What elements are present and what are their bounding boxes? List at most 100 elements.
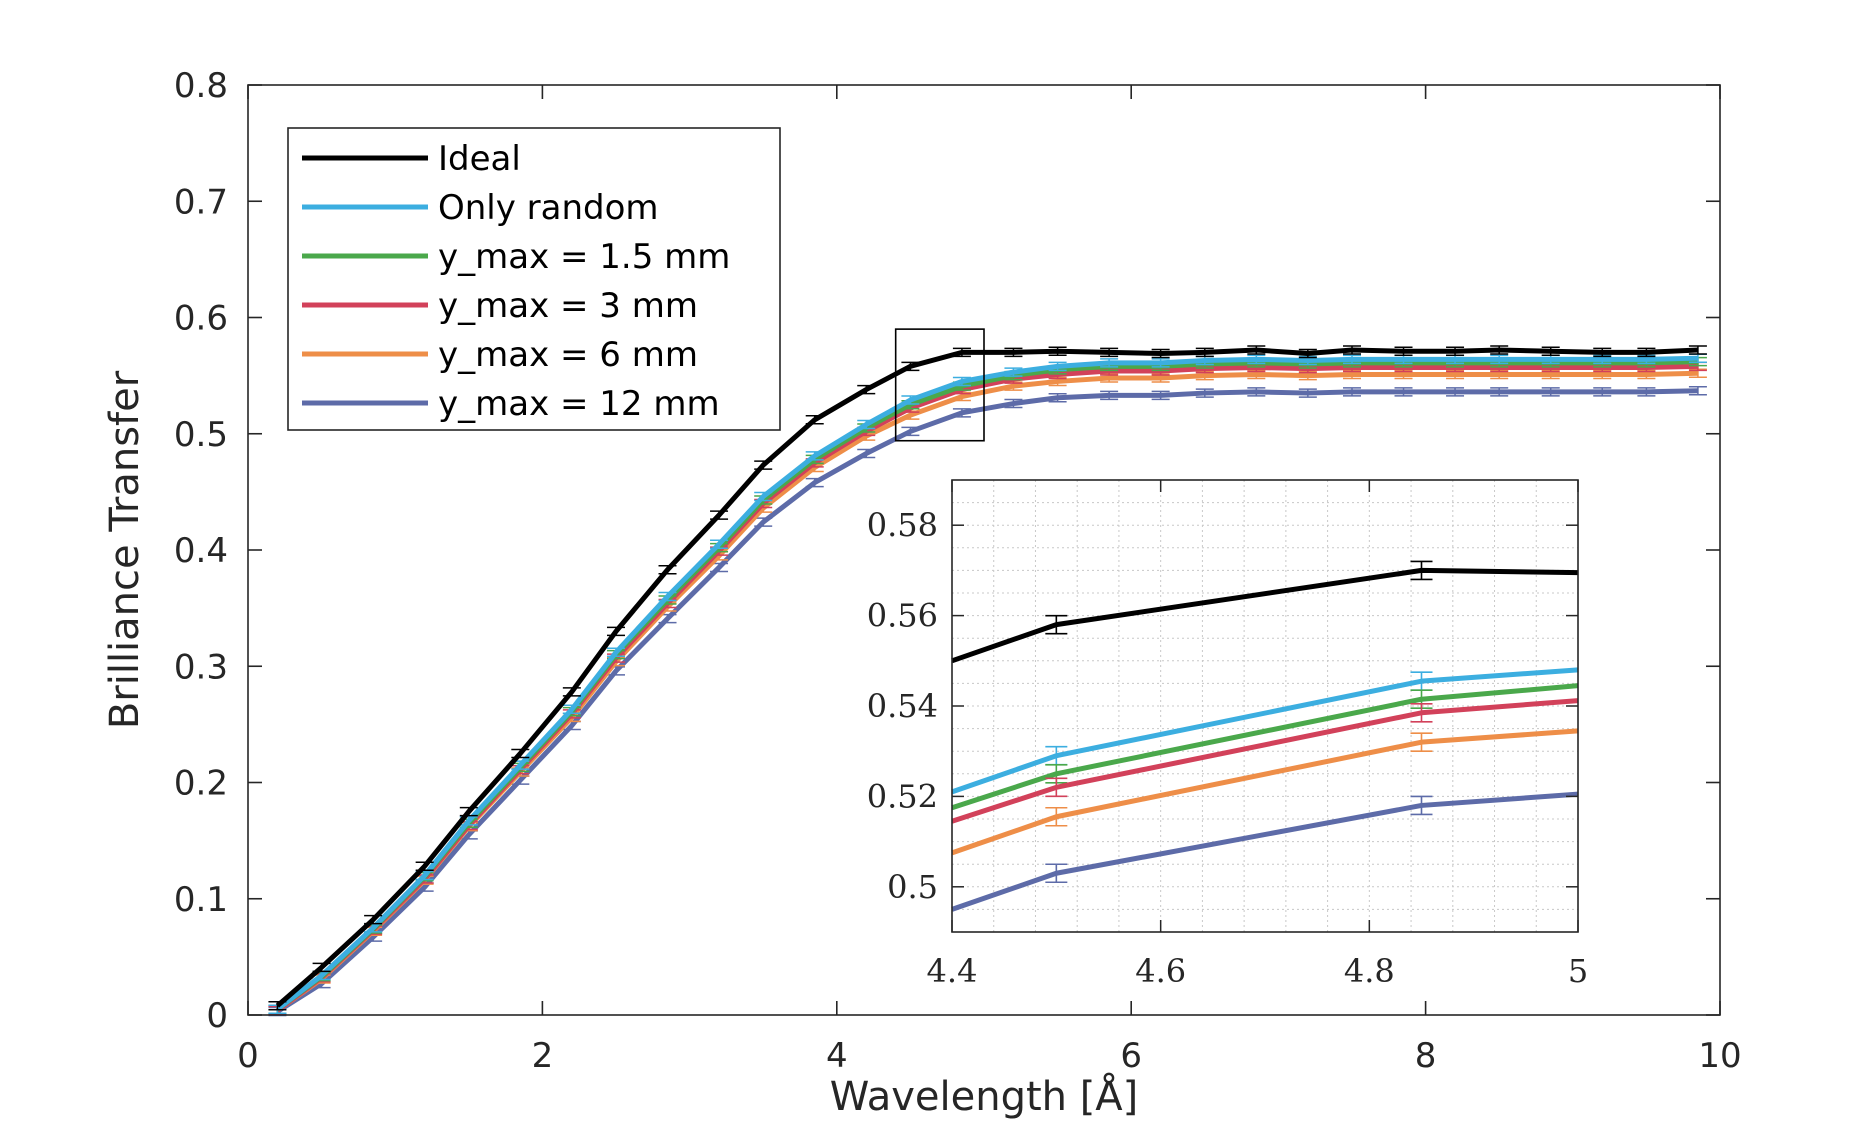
error-bar (1343, 387, 1361, 397)
error-bar (1446, 346, 1465, 356)
error-bar (1151, 348, 1170, 359)
inset-x-tick-label: 5 (1568, 952, 1588, 990)
error-bar (312, 962, 331, 973)
y-tick-label: 0.8 (174, 66, 228, 106)
inset-line-ideal (951, 567, 1579, 664)
error-bar (901, 361, 920, 372)
error-bar (952, 376, 971, 387)
series-line-ideal (275, 347, 1699, 1008)
inset-y-tick-label: 0.5 (887, 868, 938, 906)
error-bar (1004, 367, 1023, 377)
legend-label: y_max = 3 mm (438, 286, 698, 326)
error-bar (658, 565, 677, 575)
error-bar (1343, 354, 1361, 365)
main-series (268, 345, 1707, 1017)
error-bar (607, 626, 625, 637)
error-bar (805, 477, 824, 488)
error-bar (459, 806, 478, 817)
inset-error-bar (1045, 614, 1068, 635)
error-bar (1100, 358, 1119, 368)
error-bar (1048, 361, 1067, 372)
inset-error-bar (1045, 863, 1068, 884)
error-bar (1490, 345, 1509, 355)
inset-y-tick-label: 0.54 (867, 687, 938, 725)
main-axes-frame (247, 84, 1721, 1016)
error-bar (562, 704, 581, 715)
error-bar (1004, 347, 1023, 358)
error-bar (1446, 387, 1465, 397)
error-bar (857, 384, 876, 395)
error-bar (805, 415, 824, 425)
y-tick-label: 0.5 (174, 415, 228, 455)
inset-plot: 4.4 4.6 4.8 5 0.5 0.52 0.54 0.56 0.58 (867, 479, 1588, 990)
error-bar (268, 1000, 287, 1011)
y-tick-label: 0.4 (174, 531, 228, 571)
error-bar (511, 748, 530, 759)
error-bar (364, 914, 383, 925)
inset-error-bar (1045, 777, 1068, 798)
legend-label: Ideal (438, 139, 521, 179)
legend: Ideal Only random y_max = 1.5 mm y_max = 3 … (287, 127, 781, 431)
inset-line-y-max-6-mm (951, 728, 1579, 856)
inset-error-bar (1045, 806, 1068, 827)
error-bar (710, 510, 729, 520)
error-bar (1004, 398, 1023, 409)
error-bar (607, 647, 625, 658)
error-bar (1541, 346, 1560, 356)
error-bar (952, 408, 971, 418)
x-tick-label: 4 (826, 1036, 848, 1076)
error-bar (1151, 390, 1170, 401)
inset-x-tick-label: 4.8 (1344, 952, 1395, 990)
y-tick-label: 0.3 (174, 647, 228, 687)
legend-label: y_max = 12 mm (438, 384, 720, 424)
error-bar (1541, 387, 1560, 397)
inset-error-bar (1410, 702, 1433, 723)
y-tick-label: 0.7 (174, 182, 228, 222)
x-tick-label: 6 (1120, 1036, 1142, 1076)
inset-error-bar (1410, 560, 1433, 581)
inset-line-y-max-12-mm (951, 791, 1579, 912)
legend-label: y_max = 6 mm (438, 335, 698, 375)
x-tick-label: 8 (1415, 1036, 1437, 1076)
error-bar (1688, 345, 1707, 355)
error-bar (1048, 392, 1067, 403)
inset-error-bar (1410, 795, 1433, 816)
inset-series (951, 560, 1579, 912)
y-axis-label: Brilliance Transfer (102, 370, 148, 729)
error-bar (857, 448, 876, 459)
error-bar (1298, 388, 1317, 398)
error-bar (1637, 387, 1656, 397)
error-bar (754, 460, 773, 470)
error-bar (710, 539, 729, 549)
error-bar (1593, 387, 1612, 397)
x-tick-label: 10 (1698, 1036, 1741, 1076)
error-bar (857, 419, 876, 430)
error-bar (1247, 345, 1266, 355)
inset-y-tick-label: 0.52 (867, 777, 938, 815)
inset-line-y-max-3-mm (951, 698, 1579, 824)
inset-error-bar (1410, 732, 1433, 752)
error-bar (901, 426, 920, 437)
error-bar (562, 687, 581, 697)
main-ticks: 0 2 4 6 8 10 0 0.1 0.2 0.3 0.4 0.5 0.6 0.7 0.8 (174, 66, 1742, 1076)
error-bar (1490, 387, 1509, 397)
error-bar (952, 347, 971, 358)
series-line-y-max-12-mm (276, 388, 1698, 1014)
inset-y-tick-label: 0.58 (867, 506, 938, 544)
series-line-only-random (275, 355, 1698, 1012)
legend-label: Only random (438, 188, 659, 228)
error-bar (1688, 385, 1707, 396)
error-bar (1593, 347, 1612, 358)
inset-line-only-random (951, 667, 1579, 795)
legend-label: y_max = 1.5 mm (438, 237, 730, 277)
x-tick-label: 2 (532, 1036, 554, 1076)
error-bar (1195, 388, 1214, 398)
error-bar (1394, 387, 1413, 397)
error-bar (1100, 390, 1119, 401)
error-bar (805, 451, 824, 461)
error-bar (1247, 387, 1266, 397)
error-bar (1247, 354, 1266, 365)
error-bar (1100, 347, 1119, 358)
y-tick-label: 0.2 (174, 764, 228, 804)
